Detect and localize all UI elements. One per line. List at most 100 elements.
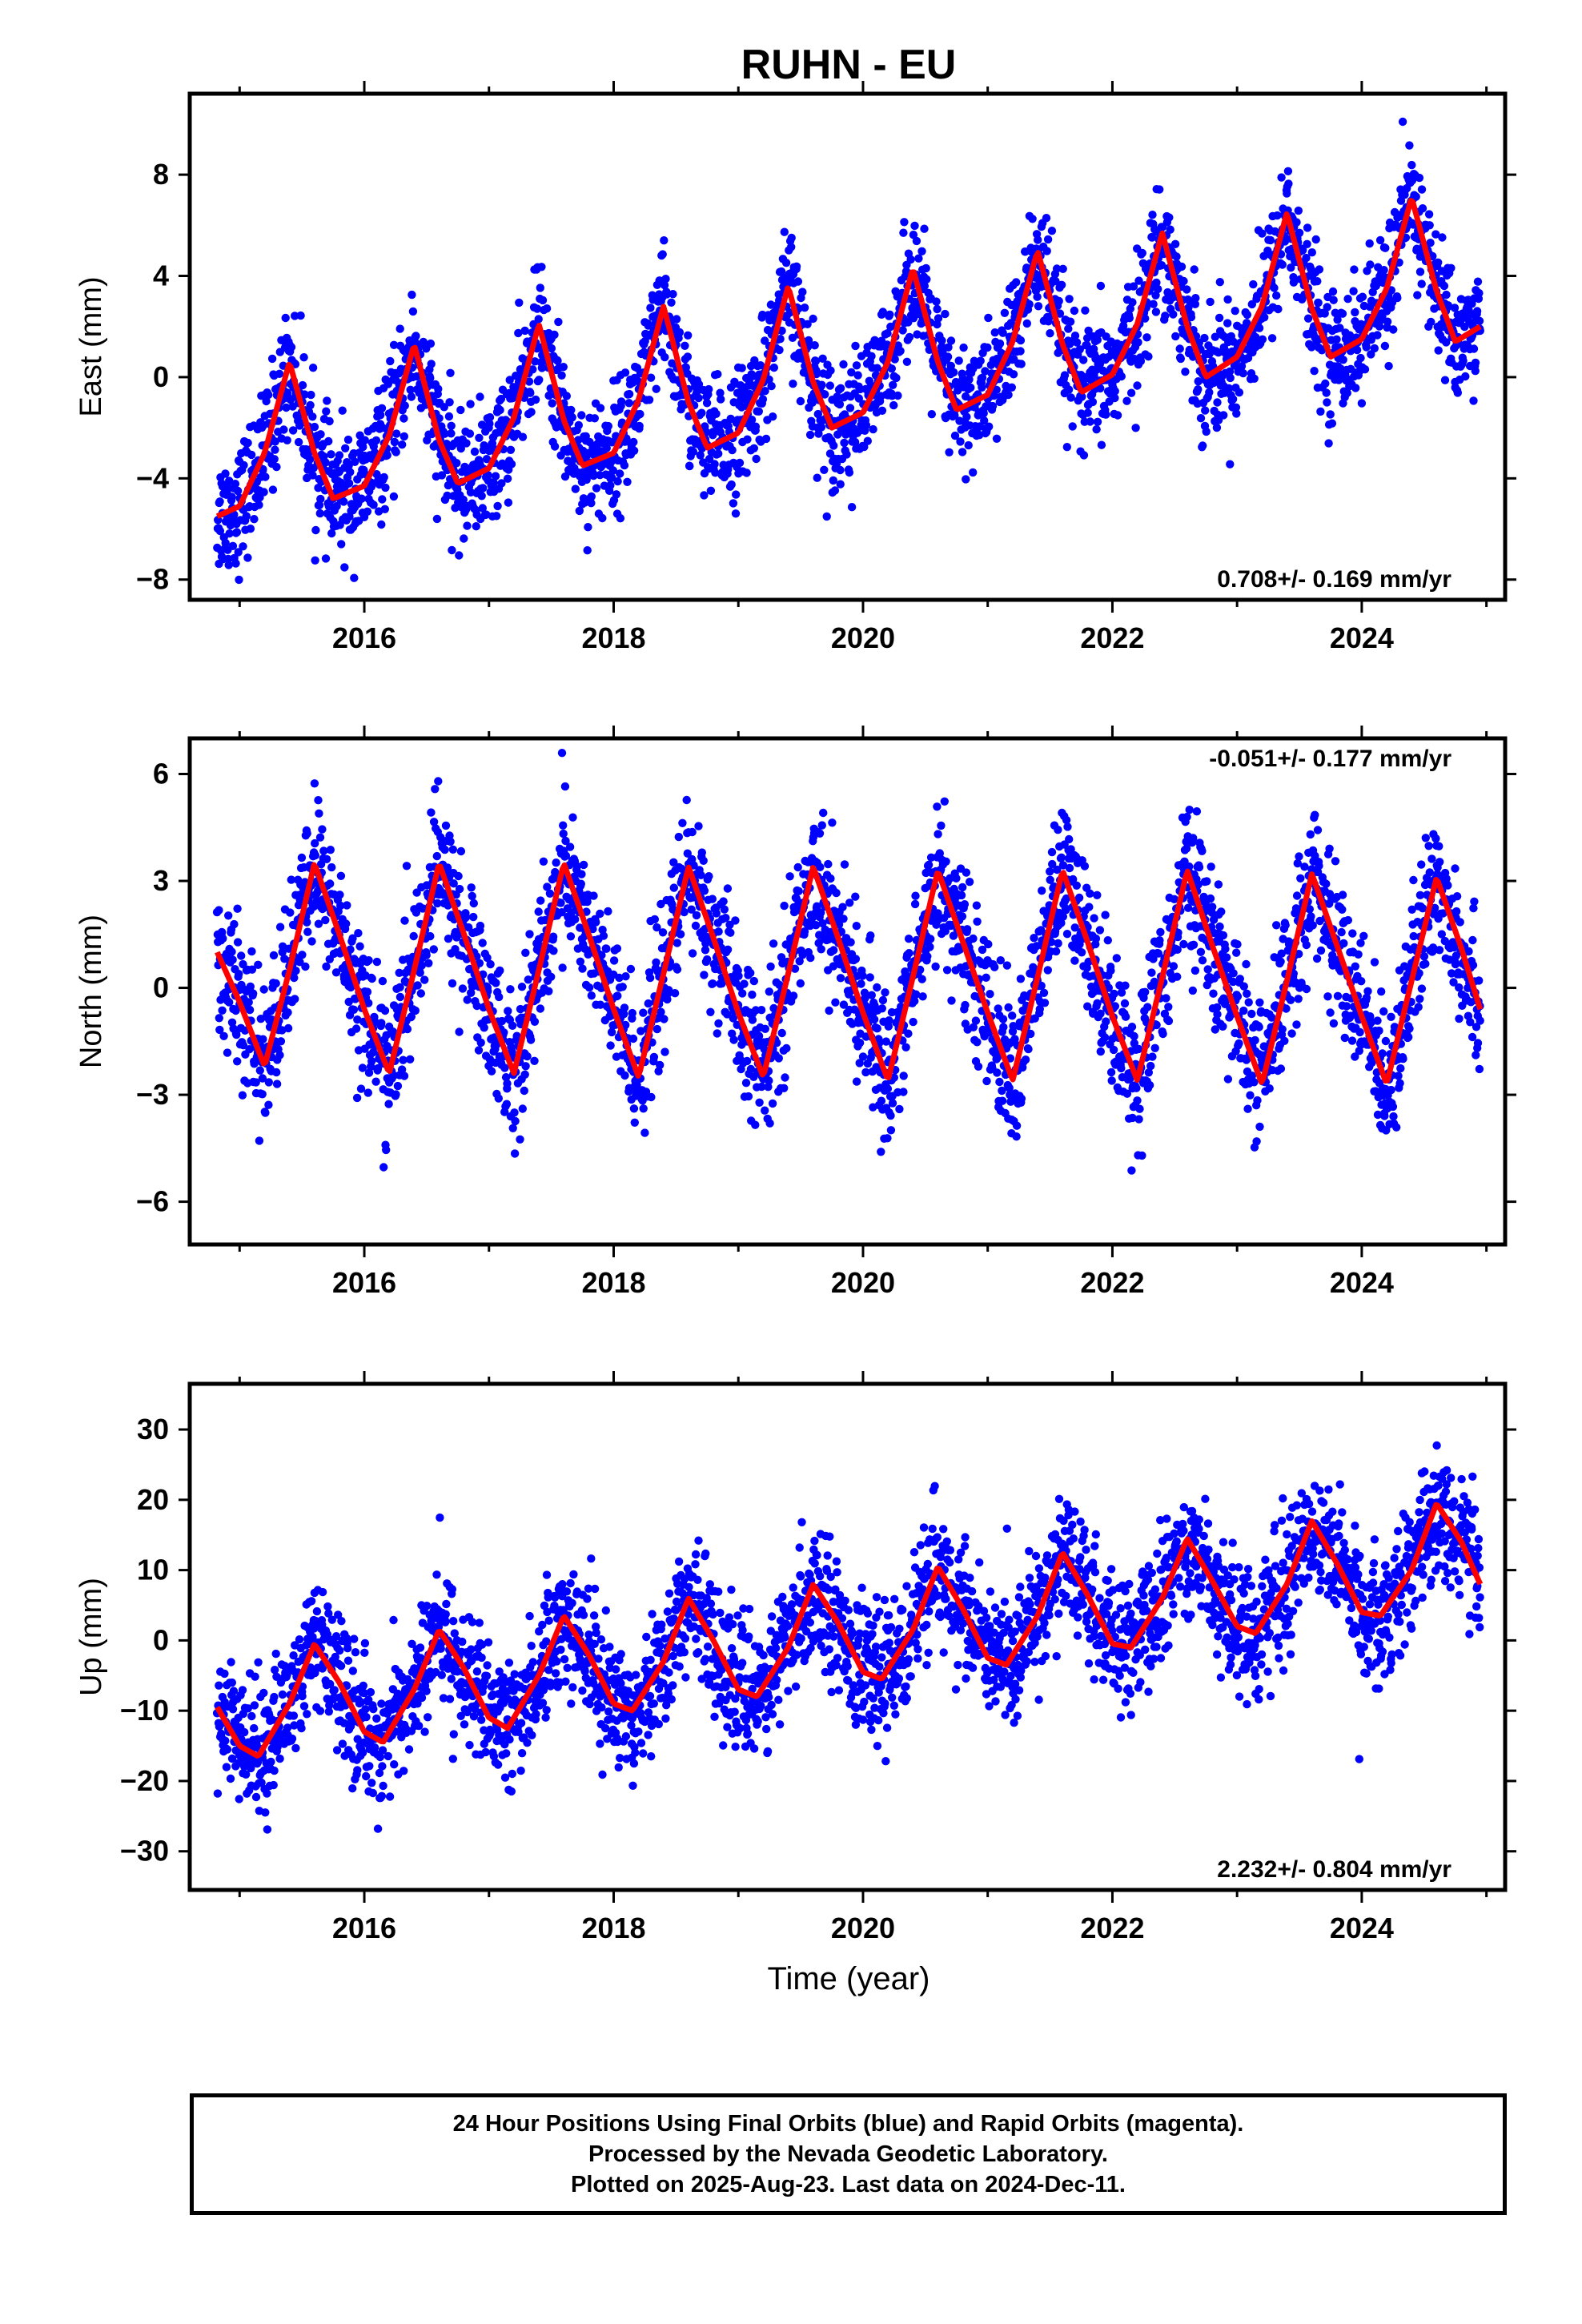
data-point [1129,282,1138,291]
data-point [965,878,974,887]
data-point [765,375,773,384]
data-point [1453,388,1463,397]
data-point [884,1022,893,1031]
data-point [920,224,929,233]
data-point [660,1015,669,1023]
data-point [470,447,480,456]
data-point [562,392,571,400]
data-point [873,364,881,372]
data-point [746,968,755,978]
data-point [503,1079,512,1088]
data-point [899,1088,908,1096]
data-point [587,991,596,1000]
data-point [996,956,1006,965]
data-point [501,1073,511,1082]
data-point [1004,390,1013,400]
data-point [1005,1084,1014,1092]
data-point [225,529,234,538]
data-point [1004,1003,1013,1012]
data-point [721,914,730,923]
data-point [917,247,926,255]
data-point [419,337,428,347]
data-point [440,429,449,438]
data-point [422,951,431,959]
data-point [520,1070,529,1080]
data-point [669,883,678,892]
data-point [1081,306,1090,315]
data-point [873,983,881,992]
data-point [803,320,812,328]
data-point [910,996,919,1006]
data-point [688,827,697,837]
data-point [962,925,972,934]
data-point [749,444,758,452]
data-point [942,857,950,866]
data-point [1154,284,1162,294]
data-point [1249,279,1258,289]
data-point [926,853,936,862]
data-point [890,355,899,364]
data-point [961,1000,970,1010]
data-point [836,465,845,475]
data-point [548,399,556,408]
data-point [228,955,237,964]
data-point [483,953,492,963]
data-point [1122,396,1131,405]
data-point [301,962,310,971]
data-point [789,380,797,388]
data-point [962,868,971,877]
data-point [416,968,424,977]
data-point [676,930,685,939]
data-point [829,441,838,450]
data-point [1093,336,1102,344]
data-point [261,1108,270,1117]
data-point [661,1047,669,1056]
data-point [1142,333,1151,342]
data-point [910,221,919,231]
data-point [1320,309,1329,318]
data-point [902,357,912,366]
data-point [1042,247,1051,255]
y-tick-label: −4 [136,461,169,494]
data-point [1010,1035,1019,1043]
data-point [477,420,487,429]
data-point [898,326,907,335]
data-point [544,391,553,400]
data-point [685,461,694,471]
data-point [283,1008,292,1017]
data-point [572,862,582,870]
data-point [672,315,681,324]
data-point [467,883,476,892]
data-point [922,275,931,283]
data-point [1110,393,1119,403]
data-point [662,290,672,299]
data-point [1315,265,1324,274]
data-point [816,862,825,872]
data-point [652,384,661,393]
data-point [531,395,540,404]
data-point [734,971,743,981]
data-point [537,263,546,271]
data-point [353,1015,362,1024]
data-point [244,998,253,1007]
data-point [624,389,634,399]
data-point [1172,252,1181,261]
data-point [983,343,992,352]
data-point [239,460,248,470]
data-point [1181,368,1190,376]
data-point [268,485,278,494]
data-point [988,401,998,411]
data-point [1113,411,1122,420]
data-point [1009,370,1018,379]
data-point [1442,338,1451,347]
data-point [697,848,706,857]
data-point [327,450,335,459]
data-point [656,899,665,909]
data-point [945,448,954,456]
data-point [1351,308,1359,317]
data-point [680,907,689,917]
data-point [561,836,570,846]
data-point [1028,215,1037,223]
data-point [985,422,994,431]
